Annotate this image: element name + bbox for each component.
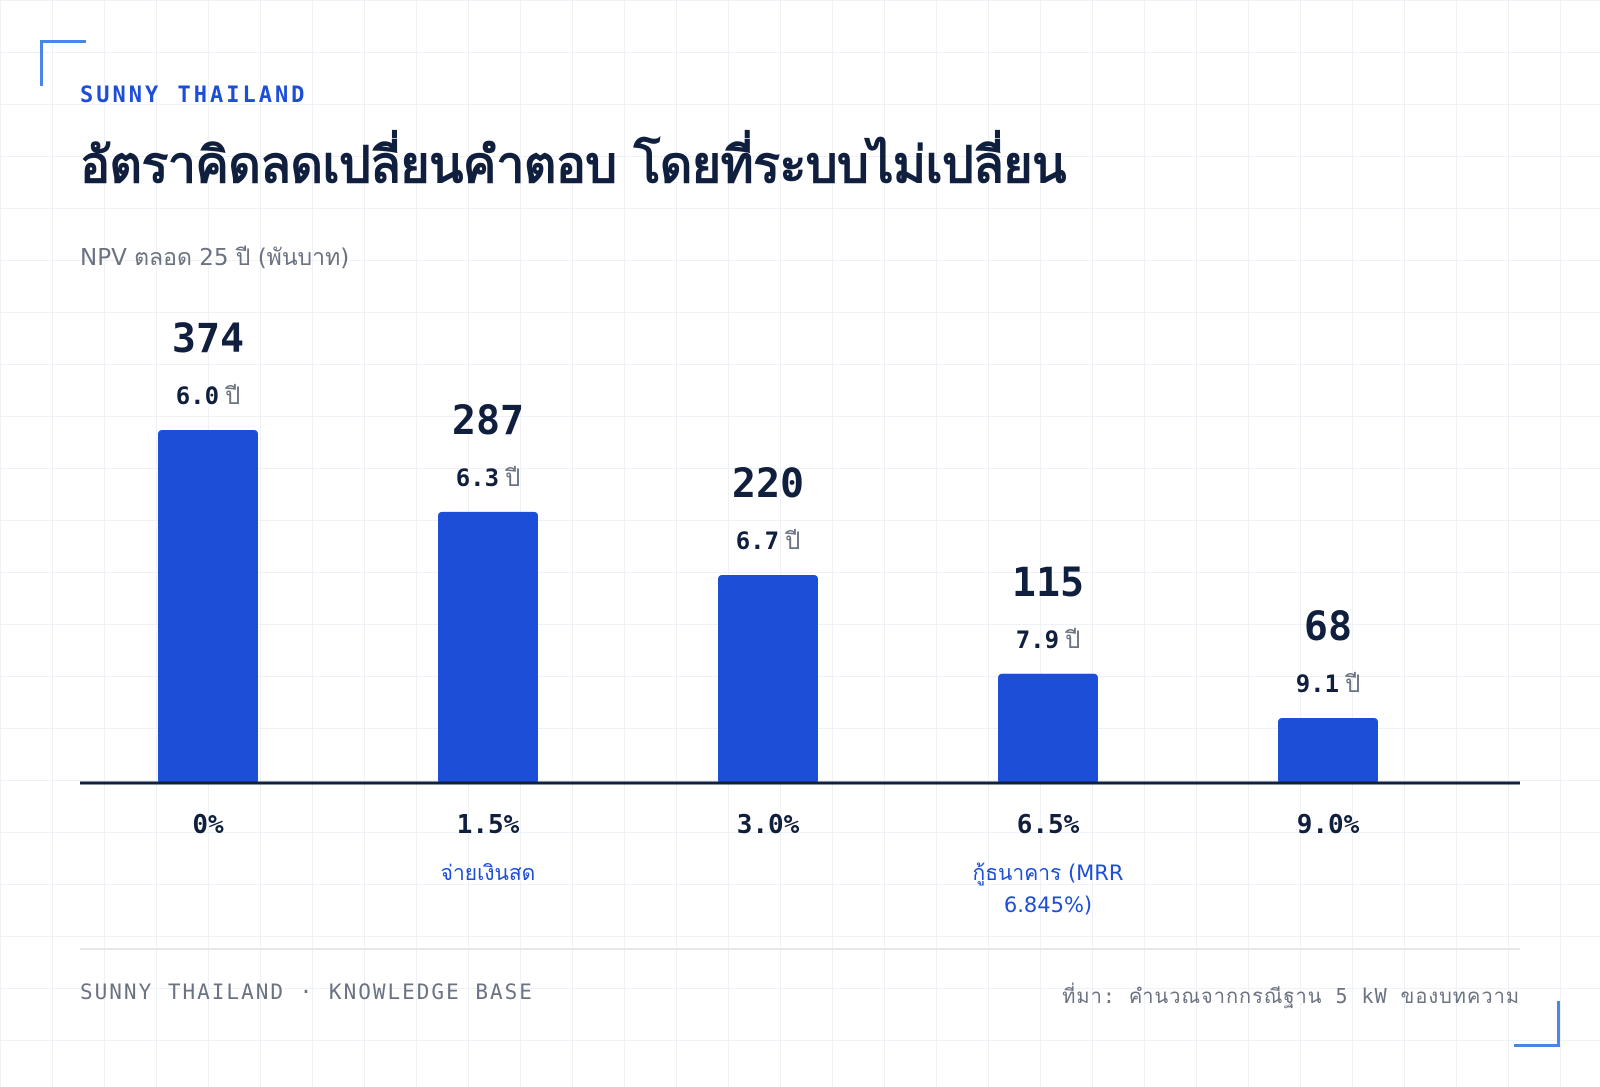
bar-0	[158, 430, 258, 784]
chart-subtitle: NPV ตลอด 25 ปี (พันบาท)	[80, 245, 350, 271]
x-tick-label-0: 0%	[192, 810, 224, 840]
data-label-2: 220	[732, 461, 804, 507]
corner-decoration-top-left	[40, 40, 86, 86]
footer-source: ที่มา: คำนวณจากกรณีฐาน 5 kW ของบทความ	[1062, 984, 1520, 1008]
chart-title: อัตราคิดลดเปลี่ยนคำตอบ โดยที่ระบบไม่เปลี…	[80, 136, 1066, 194]
data-label-1: 287	[452, 398, 524, 444]
footer-brand: SUNNY THAILAND · KNOWLEDGE BASE	[80, 980, 534, 1004]
x-tick-label-3: 6.5%	[1017, 810, 1080, 840]
footer-divider	[80, 948, 1520, 950]
payback-label-2: 6.7 ปี	[736, 527, 801, 555]
bar-2	[718, 574, 818, 784]
payback-label-3: 7.9 ปี	[1016, 626, 1081, 654]
category-note-3-1: 6.845%)	[1004, 893, 1092, 917]
x-tick-label-4: 9.0%	[1297, 810, 1360, 840]
data-label-0: 374	[172, 316, 244, 362]
data-label-4: 68	[1304, 604, 1352, 650]
category-note-3-0: กู้ธนาคาร (MRR	[973, 861, 1124, 886]
x-tick-label-2: 3.0%	[737, 810, 800, 840]
bar-1	[438, 511, 538, 784]
payback-label-4: 9.1 ปี	[1296, 670, 1361, 698]
data-label-3: 115	[1012, 560, 1084, 606]
payback-label-0: 6.0 ปี	[176, 382, 241, 410]
bar-4	[1278, 718, 1378, 784]
bar-3	[998, 673, 1098, 784]
bar-chart: 374 6.0 ปี 0% 287 6.3 ปี 1.5% จ่ายเงินสด 220 6.7 ปี…	[80, 316, 1520, 917]
corner-decoration-bottom-right	[1514, 1001, 1560, 1047]
brand-label: SUNNY THAILAND	[80, 83, 308, 108]
category-note-1-0: จ่ายเงินสด	[441, 861, 536, 885]
payback-label-1: 6.3 ปี	[456, 464, 521, 492]
x-tick-label-1: 1.5%	[457, 810, 520, 840]
